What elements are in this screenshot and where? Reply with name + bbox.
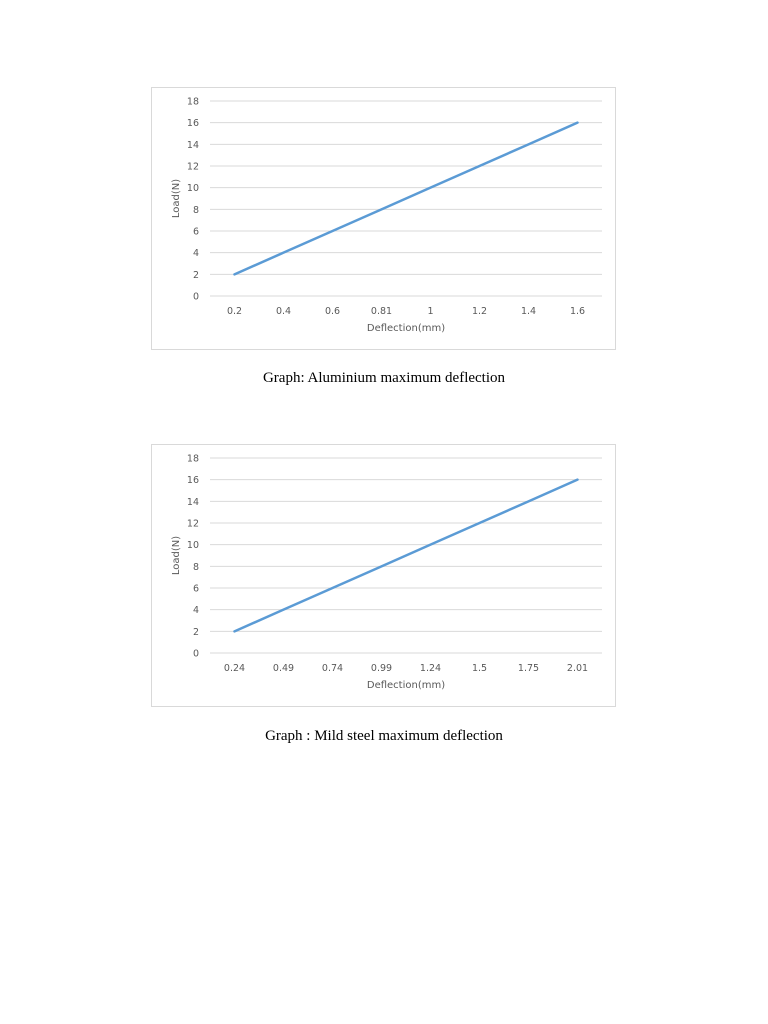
y-tick-label: 12 (187, 162, 199, 173)
x-tick-label: 0.6 (325, 306, 340, 317)
y-tick-label: 4 (193, 248, 199, 259)
x-tick-label: 0.2 (227, 306, 242, 317)
y-tick-label: 14 (187, 140, 199, 151)
y-tick-label: 18 (187, 97, 199, 108)
x-tick-label: 0.99 (371, 663, 392, 674)
x-axis-title: Deflection(mm) (367, 680, 445, 691)
y-tick-label: 8 (193, 562, 199, 573)
y-tick-label: 4 (193, 605, 199, 616)
series-line (233, 478, 579, 633)
y-tick-label: 0 (193, 292, 199, 303)
x-tick-label: 0.4 (276, 306, 291, 317)
chart-2-svg: 0 2 4 6 8 10 12 14 16 18 0.24 0.49 0.74 0.99 1.24 1.5 1.… (171, 454, 602, 691)
chart-1-svg: 0 2 4 6 8 10 12 14 16 18 0.2 0.4 0.6 0.81 1 1.2 1.4 1.6 De… (171, 97, 602, 334)
mild-steel-deflection-chart: 0 2 4 6 8 10 12 14 16 18 0.24 0.49 0.74 0.99 1.24 1.5 1.… (151, 444, 616, 707)
x-tick-label: 1.4 (521, 306, 536, 317)
x-tick-label: 1.24 (420, 663, 441, 674)
y-axis-title: Load(N) (171, 536, 182, 575)
y-tick-label: 8 (193, 205, 199, 216)
x-tick-label: 1.2 (472, 306, 487, 317)
x-tick-label: 2.01 (567, 663, 588, 674)
x-tick-label: 1.5 (472, 663, 487, 674)
y-axis-title: Load(N) (171, 179, 182, 218)
y-tick-label: 6 (193, 227, 199, 238)
y-tick-label: 2 (193, 270, 199, 281)
y-tick-label: 6 (193, 584, 199, 595)
mild-steel-chart-caption: Graph : Mild steel maximum deflection (265, 728, 503, 744)
x-tick-label: 0.49 (273, 663, 294, 674)
x-tick-label: 1.75 (518, 663, 539, 674)
x-axis-title: Deflection(mm) (367, 323, 445, 334)
x-tick-label: 1 (427, 306, 433, 317)
x-tick-label: 0.24 (224, 663, 245, 674)
y-tick-label: 0 (193, 649, 199, 660)
aluminium-deflection-chart: 0 2 4 6 8 10 12 14 16 18 0.2 0.4 0.6 0.81 1 1.2 1.4 1.6 De… (151, 87, 616, 350)
y-tick-label: 2 (193, 627, 199, 638)
y-tick-label: 14 (187, 497, 199, 508)
y-tick-label: 12 (187, 519, 199, 530)
y-tick-label: 16 (187, 475, 199, 486)
y-tick-label: 10 (187, 183, 199, 194)
aluminium-chart-caption: Graph: Aluminium maximum deflection (262, 370, 506, 386)
y-tick-label: 10 (187, 540, 199, 551)
series-line (233, 121, 579, 276)
x-tick-label: 0.74 (322, 663, 343, 674)
y-tick-label: 16 (187, 118, 199, 129)
y-tick-label: 18 (187, 454, 199, 465)
x-tick-label: 0.81 (371, 306, 392, 317)
x-tick-label: 1.6 (570, 306, 585, 317)
